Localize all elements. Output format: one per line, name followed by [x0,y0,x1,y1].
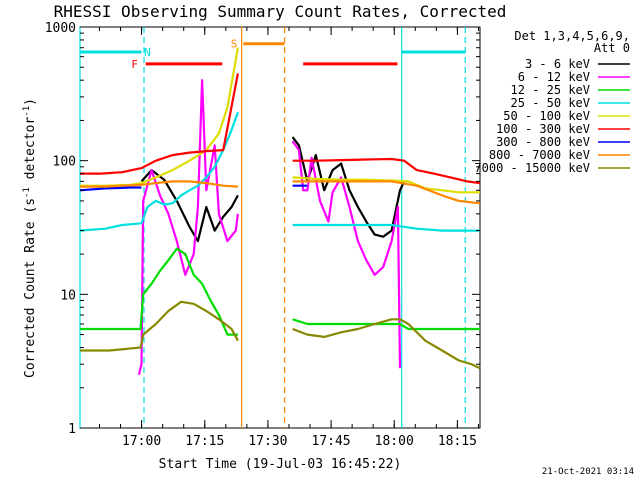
legend-entry-label: 300 - 800 keV [496,135,590,149]
x-tick-label: 18:15 [438,434,477,449]
series-line [80,73,481,185]
x-tick-label: 17:30 [248,434,287,449]
y-tick-label: 1 [68,422,76,437]
legend-entry-label: 3 - 6 keV [525,57,590,71]
series-lines [79,47,481,376]
legend-entry-label: 25 - 50 keV [511,96,590,110]
x-tick-label: 17:15 [185,434,224,449]
series-line [80,300,481,370]
flag-bars: NF S [80,38,466,71]
x-tick-label: 17:45 [312,434,351,449]
x-tick-label: 17:00 [122,434,161,449]
y-tick-label: 100 [53,155,76,170]
timestamp: 21-Oct-2021 03:14 [542,467,634,477]
legend-entry-label: 800 - 7000 keV [489,148,590,162]
series-line [79,111,480,232]
chart-title: RHESSI Observing Summary Count Rates, Co… [54,2,507,21]
flag-label: S [231,38,238,51]
flag-label: F [131,58,138,71]
legend-entry-label: 12 - 25 keV [511,83,590,97]
legend-title-line1: Det 1,3,4,5,6,9, [514,29,630,43]
legend-entry-label: 6 - 12 keV [518,70,590,84]
series-line [80,247,480,336]
y-tick-label: 1000 [45,21,76,36]
flag-label: N [144,46,151,59]
legend-title-line2: Att 0 [594,41,630,55]
y-axis-label: Corrected Count Rate (s-1 detector-1) [22,98,38,378]
axis-ticks: 1 10 100 1000 17:00 17:15 17:30 17:45 18:00 18:15 [45,21,480,449]
series-line [79,184,308,192]
legend-entry-label: 100 - 300 keV [496,122,590,136]
legend-entry-label: 7000 - 15000 keV [474,161,590,175]
x-tick-label: 18:00 [375,434,414,449]
legend-entry-label: 50 - 100 keV [503,109,590,123]
y-tick-label: 10 [60,288,76,303]
x-axis-label: Start Time (19-Jul-03 16:45:22) [159,457,402,472]
series-line [80,180,481,205]
